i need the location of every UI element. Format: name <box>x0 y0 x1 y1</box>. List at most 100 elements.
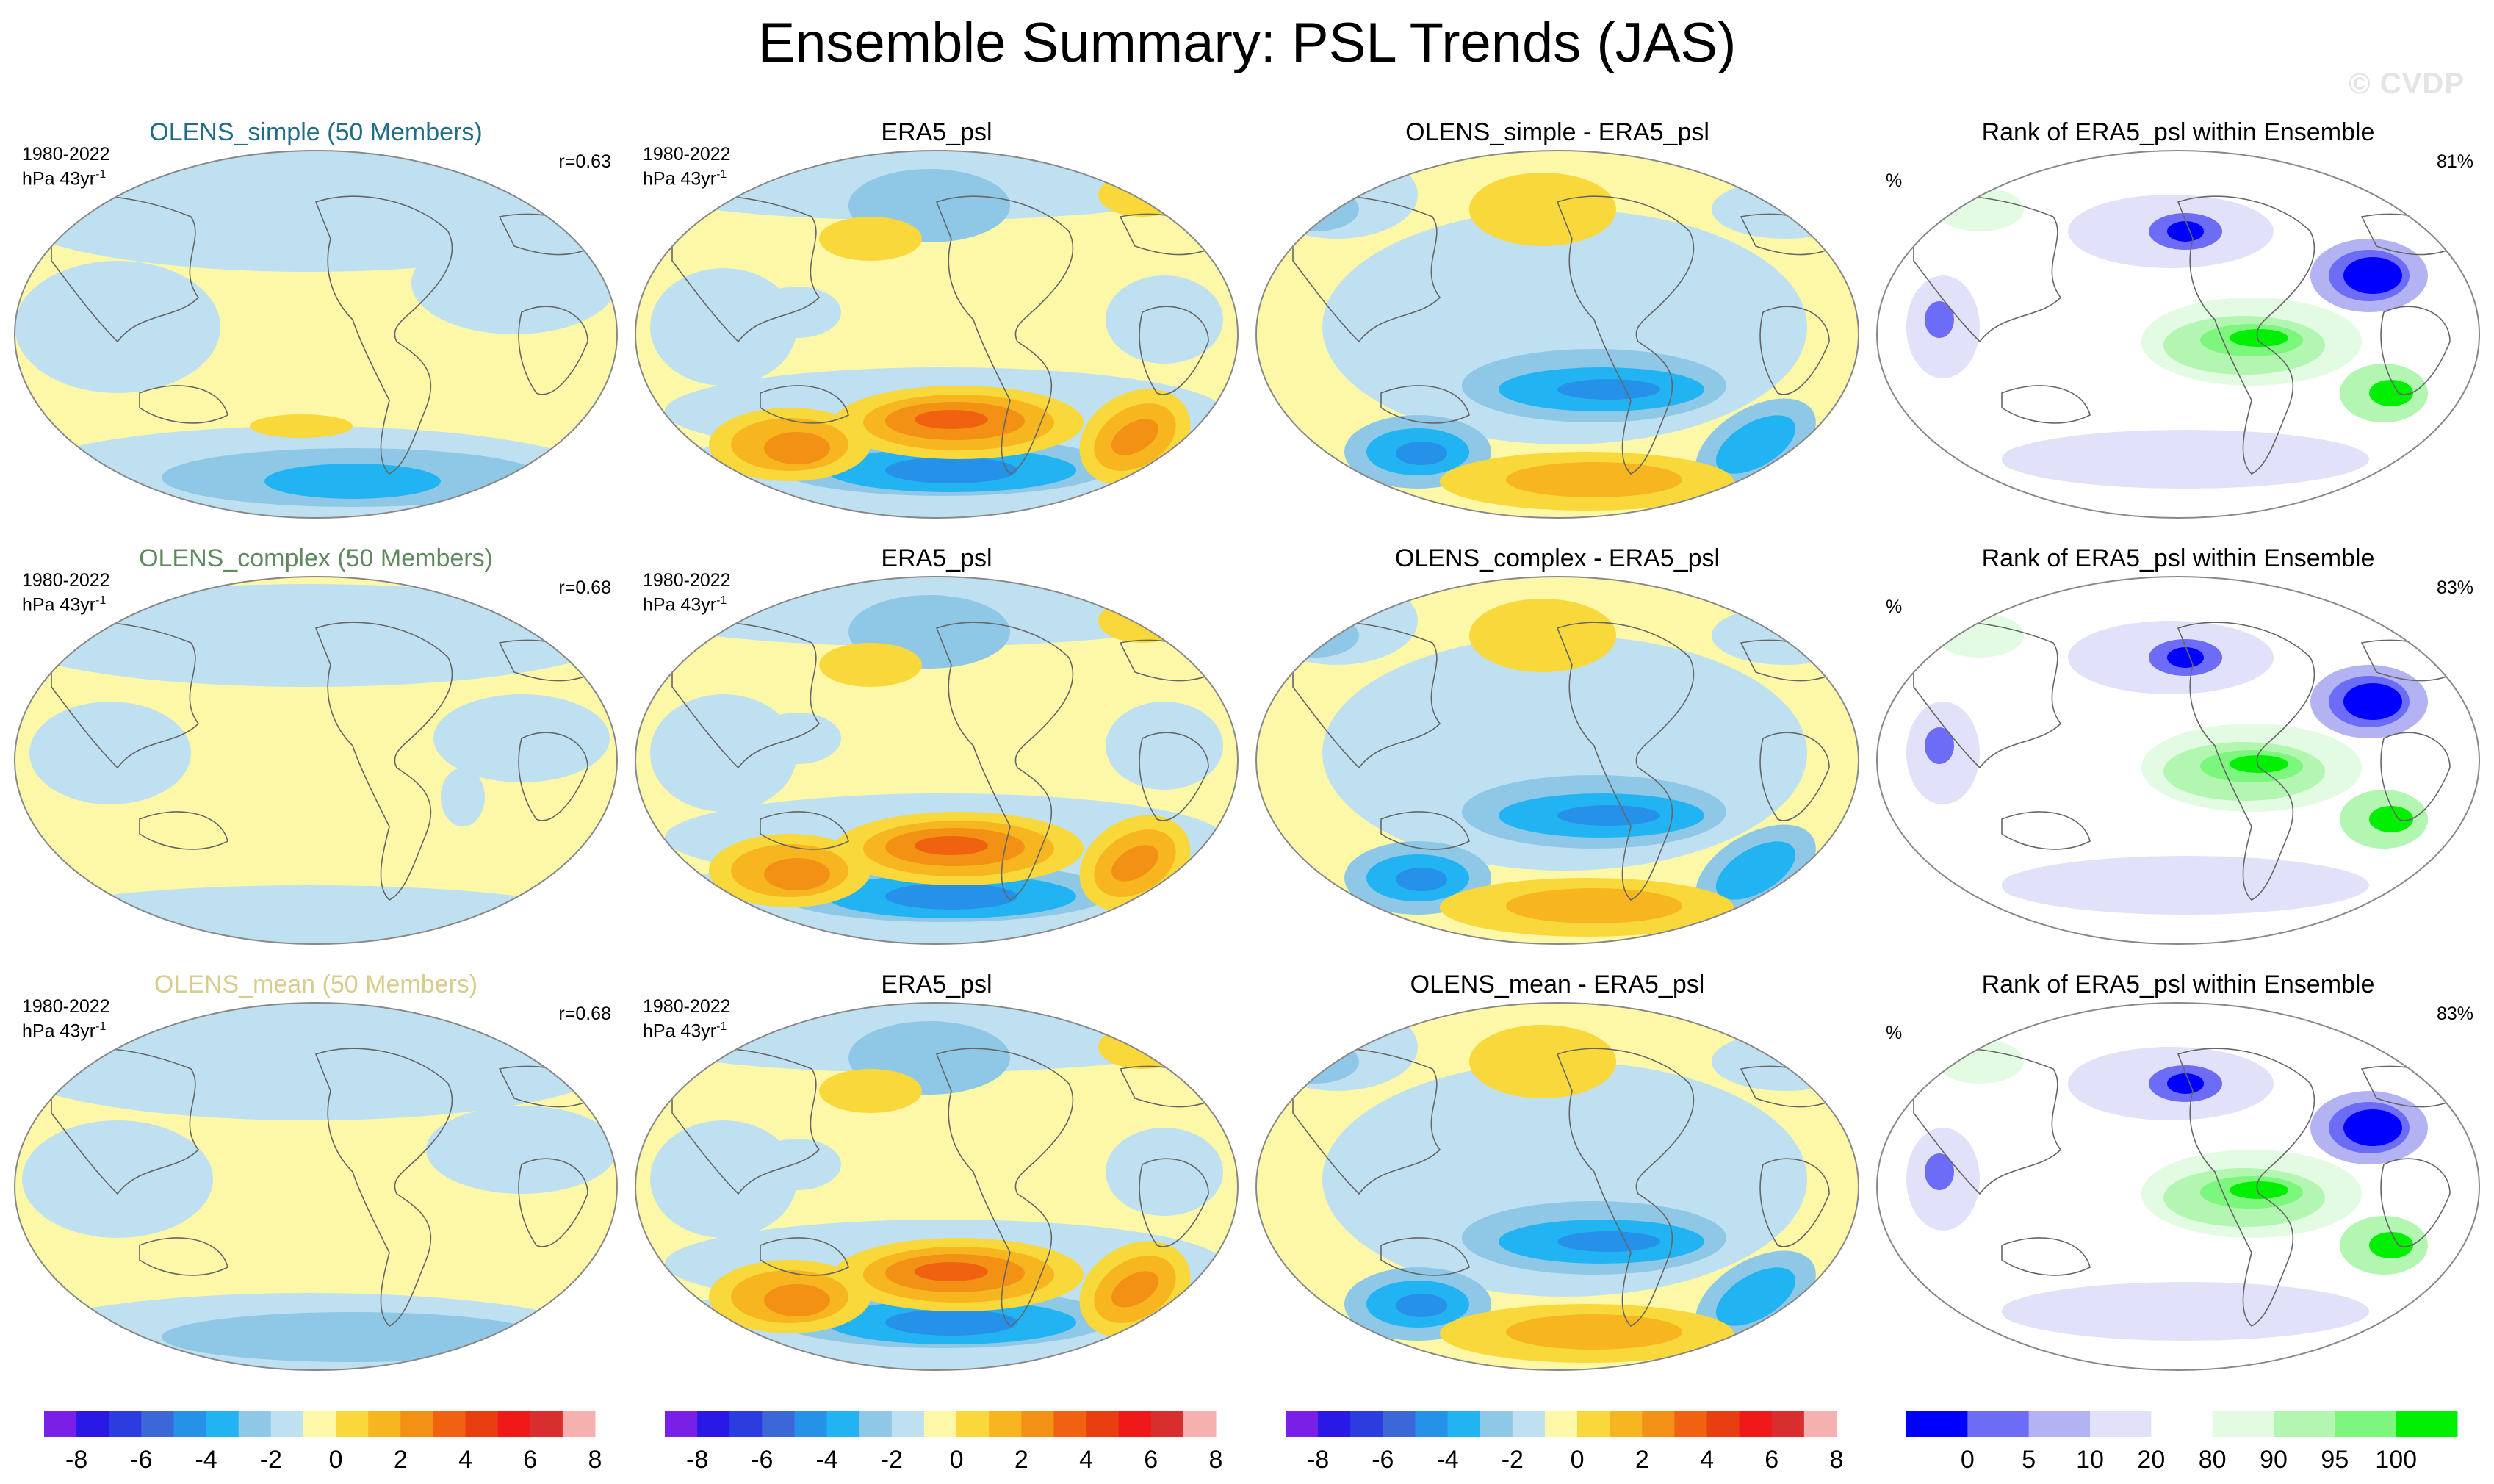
colorbar-tick-label: 6 <box>523 1446 537 1474</box>
map-outline <box>1255 150 1859 519</box>
units-exponent: -1 <box>95 168 107 181</box>
period: 1980-2022 <box>22 570 110 591</box>
colorbar-swatch <box>923 1411 957 1437</box>
panel-title: Rank of ERA5_psl within Ensemble <box>1981 544 2375 572</box>
panel-title: OLENS_complex (50 Members) <box>139 544 493 572</box>
cvdp-watermark: © CVDP <box>2349 68 2465 100</box>
colorbar-tick-label: 5 <box>2022 1446 2036 1474</box>
map-outline <box>1876 150 2480 519</box>
colorbar-swatch <box>762 1411 795 1437</box>
colorbar-tick-label: 0 <box>1571 1446 1585 1474</box>
map-panel-obs: ERA5_psl 1980-2022 hPa 43yr-1 <box>628 544 1245 955</box>
map-rank <box>1876 1002 2480 1371</box>
map-ensemble <box>14 1002 618 1371</box>
colorbar-tick-label: -2 <box>260 1446 282 1474</box>
period-units-label: 1980-2022 hPa 43yr-1 <box>643 144 731 189</box>
colorbar-swatch <box>2212 1411 2274 1437</box>
period-units-label: 1980-2022 hPa 43yr-1 <box>22 570 110 615</box>
colorbar-tick-label: 6 <box>1144 1446 1158 1474</box>
colorbar-tick-label: -4 <box>195 1446 217 1474</box>
panel-title: OLENS_simple (50 Members) <box>149 118 483 146</box>
colorbar-swatch <box>1150 1411 1184 1437</box>
colorbar-swatch <box>2151 1411 2213 1437</box>
colorbar-tick-label: 90 <box>2260 1446 2288 1474</box>
map-outline <box>14 576 618 945</box>
contour-field <box>1256 577 1859 937</box>
map-outline <box>14 1002 618 1371</box>
colorbar-tick-label: 8 <box>1209 1446 1223 1474</box>
pattern-correlation: r=0.63 <box>558 151 611 172</box>
map-outline <box>1255 1002 1859 1371</box>
colorbar-swatch <box>665 1411 698 1437</box>
map-panel-obs: ERA5_psl 1980-2022 hPa 43yr-1 <box>628 970 1245 1381</box>
map-diff <box>1255 576 1859 945</box>
colorbar-swatch <box>794 1411 828 1437</box>
map-obs <box>635 1002 1239 1371</box>
colorbar-swatch <box>859 1411 893 1437</box>
colorbar-swatch <box>1739 1411 1773 1437</box>
colorbar-tick-label: -8 <box>686 1446 708 1474</box>
colorbar-swatch <box>2090 1411 2152 1437</box>
period: 1980-2022 <box>643 144 731 165</box>
colorbar-swatch <box>1286 1411 1319 1437</box>
units: hPa 43yr <box>643 168 717 190</box>
percent-symbol: % <box>1886 597 1903 617</box>
map-outline <box>635 576 1239 945</box>
map-panel-rank: Rank of ERA5_psl within Ensemble% 83% <box>1870 970 2487 1381</box>
map-panel-rank: Rank of ERA5_psl within Ensemble% 81% <box>1870 118 2487 529</box>
colorbar-tick-label: 100 <box>2375 1446 2417 1474</box>
panel-title: Rank of ERA5_psl within Ensemble <box>1981 118 2375 146</box>
map-panel-diff: OLENS_mean - ERA5_psl <box>1249 970 1866 1381</box>
colorbar-swatch <box>465 1411 499 1437</box>
map-outline <box>635 150 1239 519</box>
map-outline <box>1876 1002 2480 1371</box>
colorbar-trend: -8 -6 -4 -2 0 2 4 6 8 <box>665 1411 1223 1474</box>
colorbar-swatch <box>1183 1411 1217 1437</box>
panel-title: ERA5_psl <box>881 544 992 572</box>
colorbar-swatch <box>2396 1411 2458 1437</box>
colorbar-tick-label: -2 <box>1502 1446 1524 1474</box>
units-exponent: -1 <box>716 594 727 607</box>
colorbar-swatch <box>697 1411 730 1437</box>
units-exponent: -1 <box>95 594 107 607</box>
colorbar-swatch <box>368 1411 401 1437</box>
colorbar-swatch <box>238 1411 272 1437</box>
units-exponent: -1 <box>716 168 727 181</box>
colorbar-swatch <box>1350 1411 1383 1437</box>
colorbar-swatch <box>1318 1411 1351 1437</box>
map-ensemble <box>14 150 618 519</box>
colorbar-rank: 0 5 10 20 80 90 95 100 <box>1906 1411 2458 1474</box>
colorbar-tick-label: -8 <box>1307 1446 1329 1474</box>
panel-title: OLENS_mean (50 Members) <box>154 970 478 998</box>
colorbar-swatch <box>2274 1411 2335 1437</box>
units: hPa 43yr <box>22 594 96 616</box>
colorbar-swatch <box>206 1411 239 1437</box>
colorbar-swatch <box>1383 1411 1416 1437</box>
colorbar-tick-label: 2 <box>1014 1446 1028 1474</box>
panel-title: ERA5_psl <box>881 970 992 998</box>
colorbar-swatch <box>400 1411 433 1437</box>
colorbar-swatch <box>1415 1411 1449 1437</box>
pattern-correlation: r=0.68 <box>558 1004 611 1024</box>
colorbar-swatch <box>44 1411 77 1437</box>
colorbar-tick-label: -4 <box>1436 1446 1458 1474</box>
colorbar-tick-label: 4 <box>458 1446 472 1474</box>
colorbar-swatch <box>303 1411 336 1437</box>
period-units-label: 1980-2022 hPa 43yr-1 <box>643 570 731 615</box>
contour-field <box>1256 151 1859 511</box>
map-diff <box>1255 1002 1859 1371</box>
map-obs <box>635 576 1239 945</box>
units: hPa 43yr <box>643 594 717 616</box>
map-ensemble <box>14 576 618 945</box>
colorbar-swatch <box>76 1411 109 1437</box>
colorbar-swatch <box>1053 1411 1087 1437</box>
colorbar-swatch <box>1610 1411 1643 1437</box>
period-units-label: 1980-2022 hPa 43yr-1 <box>643 996 731 1041</box>
colorbar-swatch <box>1906 1411 1968 1437</box>
colorbar-swatch <box>1577 1411 1610 1437</box>
figure-title: Ensemble Summary: PSL Trends (JAS) <box>757 12 1737 74</box>
map-diff <box>1255 150 1859 519</box>
colorbar-tick-label: -4 <box>815 1446 837 1474</box>
panel-title: Rank of ERA5_psl within Ensemble <box>1981 970 2375 998</box>
colorbar-swatch <box>530 1411 563 1437</box>
